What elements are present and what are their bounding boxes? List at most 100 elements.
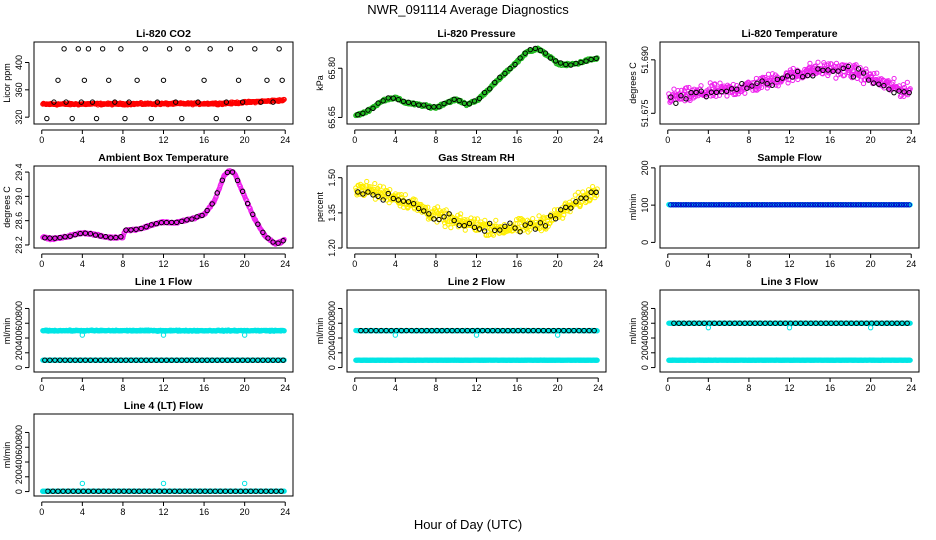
data-point bbox=[63, 99, 69, 105]
data-point bbox=[865, 202, 872, 208]
data-point bbox=[668, 94, 674, 100]
data-point bbox=[583, 195, 589, 201]
data-point bbox=[675, 88, 681, 94]
x-tick-label: 24 bbox=[280, 383, 290, 393]
data-point bbox=[442, 223, 448, 230]
data-point bbox=[907, 357, 913, 363]
x-tick-label: 20 bbox=[866, 259, 876, 269]
data-point bbox=[792, 202, 798, 208]
x-tick-label: 24 bbox=[906, 259, 916, 269]
data-point bbox=[756, 202, 763, 208]
data-point bbox=[698, 83, 704, 89]
data-point bbox=[530, 216, 536, 222]
data-point bbox=[817, 202, 824, 208]
data-point bbox=[873, 202, 879, 208]
data-point bbox=[773, 82, 779, 88]
data-point bbox=[900, 82, 906, 88]
data-point bbox=[537, 220, 544, 226]
data-point bbox=[436, 103, 442, 110]
data-point bbox=[497, 227, 503, 233]
y-tick-label: 0 bbox=[640, 365, 650, 370]
data-point bbox=[255, 357, 261, 363]
data-point bbox=[858, 202, 864, 208]
data-point bbox=[439, 327, 445, 334]
data-point bbox=[189, 216, 195, 222]
data-point bbox=[520, 327, 526, 334]
data-point bbox=[708, 202, 715, 208]
y-tick-label: 29.4 bbox=[14, 163, 24, 181]
data-point bbox=[527, 46, 533, 53]
data-point bbox=[209, 201, 215, 207]
data-point bbox=[870, 202, 877, 208]
panel-frame bbox=[33, 165, 294, 249]
data-point bbox=[410, 201, 417, 207]
data-point bbox=[787, 202, 793, 208]
x-tick-label: 16 bbox=[199, 383, 209, 393]
data-point bbox=[47, 357, 53, 363]
data-point bbox=[55, 77, 61, 83]
data-point bbox=[772, 202, 778, 208]
y-axis-label: percent bbox=[315, 191, 325, 222]
data-point bbox=[143, 224, 149, 230]
data-point bbox=[497, 74, 503, 80]
data-point bbox=[554, 332, 561, 338]
x-tick-label: 24 bbox=[280, 259, 290, 269]
data-point bbox=[502, 223, 508, 230]
data-point bbox=[461, 100, 468, 107]
data-point bbox=[739, 80, 745, 87]
data-point bbox=[368, 327, 374, 334]
data-point bbox=[476, 226, 483, 232]
data-point bbox=[724, 93, 730, 99]
data-point bbox=[726, 202, 732, 208]
data-point bbox=[492, 227, 498, 234]
data-point bbox=[593, 189, 599, 196]
data-point bbox=[764, 202, 770, 208]
data-point bbox=[593, 55, 599, 62]
data-point bbox=[530, 327, 537, 334]
x-tick-label: 4 bbox=[80, 135, 85, 145]
data-point bbox=[789, 74, 796, 80]
data-point bbox=[492, 79, 498, 86]
data-point bbox=[703, 202, 710, 208]
data-point bbox=[774, 202, 781, 208]
data-point bbox=[845, 202, 852, 208]
y-axis-label: degrees C bbox=[2, 186, 12, 228]
data-point bbox=[684, 85, 690, 91]
data-point bbox=[425, 204, 431, 210]
data-point bbox=[759, 78, 765, 84]
data-point bbox=[77, 230, 84, 237]
data-point bbox=[148, 222, 155, 228]
y-tick-label: 100 bbox=[640, 198, 650, 213]
data-point bbox=[77, 357, 84, 363]
data-point bbox=[123, 357, 129, 363]
data-point bbox=[721, 202, 727, 208]
data-point bbox=[522, 50, 528, 56]
data-point bbox=[265, 235, 271, 241]
data-point bbox=[436, 216, 442, 223]
data-point bbox=[126, 99, 132, 105]
data-point bbox=[239, 99, 246, 105]
data-point bbox=[234, 177, 241, 184]
data-point bbox=[906, 202, 912, 208]
data-point bbox=[566, 327, 572, 334]
data-point bbox=[853, 202, 859, 208]
data-point bbox=[365, 189, 371, 195]
data-point bbox=[148, 115, 155, 122]
data-point bbox=[484, 327, 491, 334]
data-point bbox=[841, 72, 848, 78]
data-point bbox=[459, 327, 465, 334]
data-point bbox=[375, 193, 381, 200]
data-point bbox=[583, 58, 589, 64]
x-tick-label: 24 bbox=[906, 135, 916, 145]
data-point bbox=[413, 327, 420, 334]
data-point bbox=[797, 202, 803, 208]
data-point bbox=[734, 82, 740, 89]
data-point bbox=[512, 225, 518, 231]
data-point bbox=[229, 169, 236, 175]
data-point bbox=[904, 79, 910, 85]
data-point bbox=[42, 235, 48, 241]
x-tick-label: 0 bbox=[352, 135, 357, 145]
data-point bbox=[201, 77, 207, 83]
